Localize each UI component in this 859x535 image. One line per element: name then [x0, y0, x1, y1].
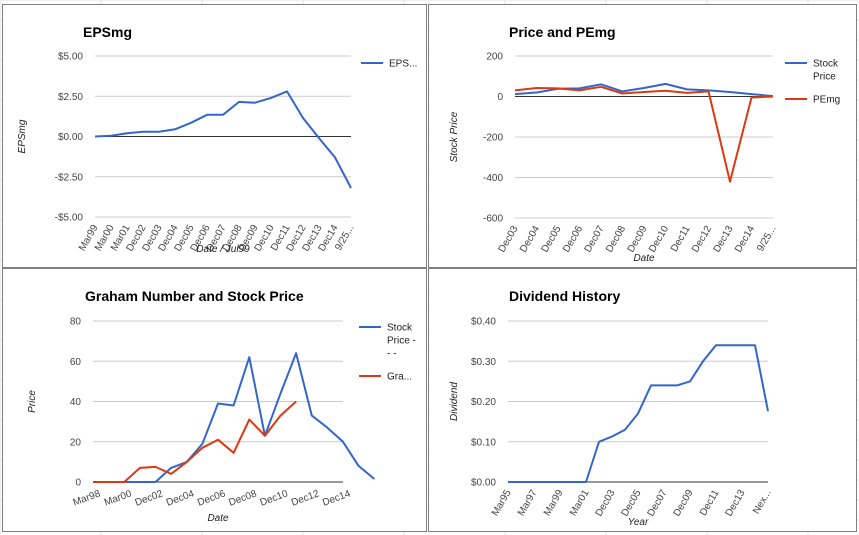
- eps-legend-label-0: EPS...: [389, 59, 417, 70]
- graham-x-tick-label: Dec08: [227, 488, 258, 508]
- div-x-tick-label: Mar97: [516, 488, 540, 518]
- price-pe-chart: Price and PEmg 200 0 -200 -400 -600Dec03Dec04…: [449, 24, 840, 264]
- pe-x-tick-label: Dec07: [583, 224, 607, 255]
- graham-x-tick-label: Dec10: [259, 488, 290, 508]
- pe-x-tick-label: Dec06: [561, 224, 585, 255]
- graham-x-tick-label: Dec14: [321, 488, 352, 508]
- dividend-chart: Dividend History $0.40 $0.30 $0.20 $0.10 $0.0…: [449, 288, 774, 528]
- graham-y-tick-label: 60: [70, 357, 82, 368]
- div-x-tick-label: Dec07: [646, 488, 670, 519]
- pe-series-line-0: [514, 82, 774, 98]
- eps-chart-panel[interactable]: EPSmg $5.00 $2.50 $0.00 -$2.50 -$5.00 Mar99 Mar…: [2, 4, 427, 268]
- eps-y-tick-label: $5.00: [58, 52, 83, 63]
- graham-legend-label-1: Gra...: [387, 372, 412, 383]
- div-y-tick-label: $0.30: [471, 357, 496, 368]
- dividend-chart-panel[interactable]: Dividend History $0.40 $0.30 $0.20 $0.10 $0.0…: [428, 268, 857, 532]
- pe-y-tick-label: 200: [486, 52, 503, 63]
- graham-series-line-1: [93, 400, 297, 483]
- div-x-tick-label: Mar95: [490, 488, 514, 518]
- div-x-tick-label: Mar01: [568, 488, 592, 518]
- div-x-tick-label: Dec09: [672, 488, 696, 519]
- graham-x-tick-label: Dec06: [196, 488, 227, 508]
- pe-x-tick-label: Dec09: [626, 224, 650, 255]
- div-x-tick-label: Dec03: [594, 488, 618, 519]
- div-y-tick-label: $0.20: [471, 397, 496, 408]
- graham-series-line-0: [93, 352, 375, 483]
- pe-x-tick-label: Dec10: [647, 224, 671, 255]
- div-x-tick-label: Dec11: [698, 488, 722, 518]
- graham-y-tick-label: 80: [70, 317, 82, 328]
- graham-y-tick-label: 0: [75, 478, 81, 489]
- pe-chart-title: Price and PEmg: [509, 24, 616, 40]
- graham-chart: Graham Number and Stock Price806040200Ma…: [27, 288, 416, 524]
- pe-y-tick-label: -200: [483, 133, 503, 144]
- eps-x-axis-label: Date / Jul99: [196, 244, 250, 255]
- div-chart-title: Dividend History: [509, 288, 620, 304]
- div-x-tick-label: Dec13: [724, 488, 748, 519]
- eps-y-tick-label: -$2.50: [55, 172, 84, 183]
- graham-x-tick-label: Mar00: [103, 488, 134, 508]
- pe-y-tick-label: -600: [483, 214, 503, 225]
- eps-y-tick-label: $0.00: [58, 132, 83, 143]
- div-x-tick-label: Mar99: [542, 488, 566, 518]
- eps-chart-title: EPSmg: [83, 24, 132, 40]
- eps-chart: EPSmg$5.00$2.50$0.00-$2.50-$5.00Mar99Mar…: [17, 24, 417, 255]
- graham-legend-label-0: Stock Price -- -: [387, 323, 416, 360]
- pe-x-axis-label: Date: [633, 253, 655, 264]
- eps-y-axis-label: EPSmg: [17, 119, 28, 153]
- pe-x-tick-label: Dec08: [604, 224, 628, 255]
- price-pe-chart-panel[interactable]: Price and PEmg 200 0 -200 -400 -600 Dec03 Dec04…: [428, 4, 857, 268]
- pe-series-line-1: [514, 85, 774, 183]
- graham-y-tick-label: 40: [70, 397, 82, 408]
- graham-y-tick-label: 20: [70, 437, 82, 448]
- pe-legend-label-0: Stock Price: [813, 59, 839, 83]
- div-x-tick-label: Dec05: [620, 488, 644, 519]
- eps-y-tick-label: -$5.00: [55, 213, 84, 224]
- graham-chart-title: Graham Number and Stock Price: [85, 288, 304, 304]
- pe-x-tick-label: Dec13: [712, 224, 736, 255]
- div-y-tick-label: $0.00: [471, 478, 496, 489]
- pe-y-tick-label: 0: [497, 92, 503, 103]
- pe-legend-label-1: PEmg: [813, 95, 840, 106]
- div-x-tick-label: Nex...: [751, 488, 774, 516]
- div-y-tick-label: $0.40: [471, 317, 496, 328]
- div-series-line-0: [508, 344, 769, 483]
- pe-y-axis-label: Stock Price: [449, 111, 460, 162]
- pe-x-tick-label: Dec03: [497, 224, 521, 255]
- div-x-axis-label: Year: [628, 517, 649, 528]
- graham-chart-panel[interactable]: Graham Number and Stock Price 80 60 40 20 0 Ma…: [2, 268, 427, 532]
- graham-y-axis-label: Price: [27, 390, 38, 413]
- pe-x-tick-label: 9/25...: [755, 224, 778, 254]
- pe-y-tick-label: -400: [483, 173, 503, 184]
- pe-x-tick-label: Dec05: [540, 224, 564, 255]
- graham-x-tick-label: Dec12: [290, 488, 321, 508]
- pe-x-tick-label: Dec12: [690, 224, 714, 255]
- graham-x-axis-label: Date: [207, 513, 229, 524]
- pe-x-tick-label: Dec14: [733, 224, 757, 255]
- eps-series-line-0: [94, 90, 352, 189]
- div-y-axis-label: Dividend: [449, 382, 460, 421]
- graham-x-tick-label: Mar98: [72, 488, 103, 508]
- graham-x-tick-label: Dec04: [165, 488, 196, 508]
- eps-y-tick-label: $2.50: [58, 92, 83, 103]
- pe-x-tick-label: Dec04: [518, 224, 542, 255]
- graham-x-tick-label: Dec02: [134, 488, 165, 508]
- div-y-tick-label: $0.10: [471, 437, 496, 448]
